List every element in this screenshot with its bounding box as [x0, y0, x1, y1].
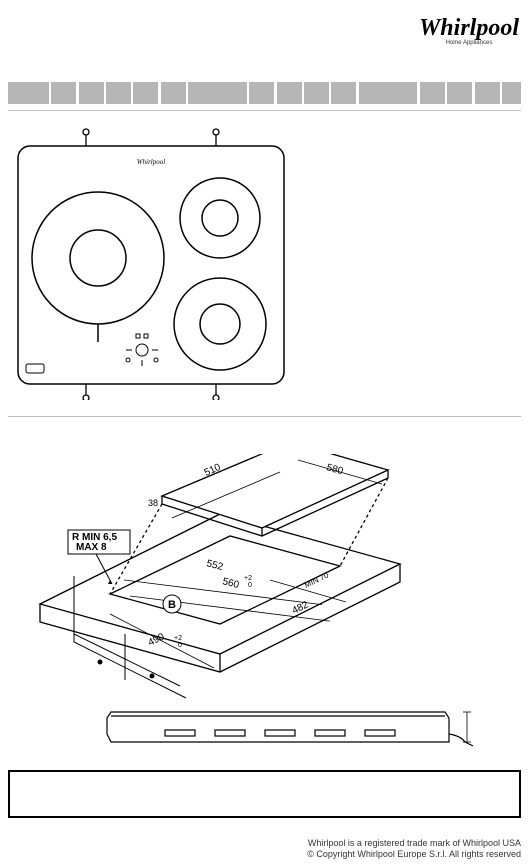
brand-name: Whirlpool — [419, 16, 519, 40]
hob-brand-mark: Whirlpool — [137, 158, 165, 166]
svg-text:0: 0 — [248, 582, 252, 589]
zone-b-label: B — [163, 595, 181, 613]
brand-logo: Whirlpool Home Appliances — [419, 16, 519, 46]
svg-text:B: B — [168, 599, 176, 611]
svg-text:+2: +2 — [244, 575, 252, 582]
svg-text:+2: +2 — [174, 635, 182, 642]
title-bar — [8, 82, 521, 104]
svg-text:MAX 8: MAX 8 — [76, 542, 107, 553]
side-profile-diagram — [105, 706, 483, 771]
installation-diagram: R MIN 6,5 MAX 8 510 580 38 552 560 490 4… — [30, 454, 410, 711]
title-underline — [8, 110, 521, 111]
radius-note: R MIN 6,5 MAX 8 — [68, 530, 130, 584]
footer-line-2: © Copyright Whirlpool Europe S.r.l. All … — [307, 849, 521, 860]
section-divider — [8, 416, 521, 417]
copyright-footer: Whirlpool is a registered trade mark of … — [307, 838, 521, 860]
footer-line-1: Whirlpool is a registered trade mark of … — [307, 838, 521, 849]
svg-text:0: 0 — [178, 642, 182, 649]
dim-hob-height: 38 — [148, 498, 158, 508]
hob-top-view-diagram: Whirlpool — [12, 128, 292, 405]
info-box — [8, 770, 521, 818]
